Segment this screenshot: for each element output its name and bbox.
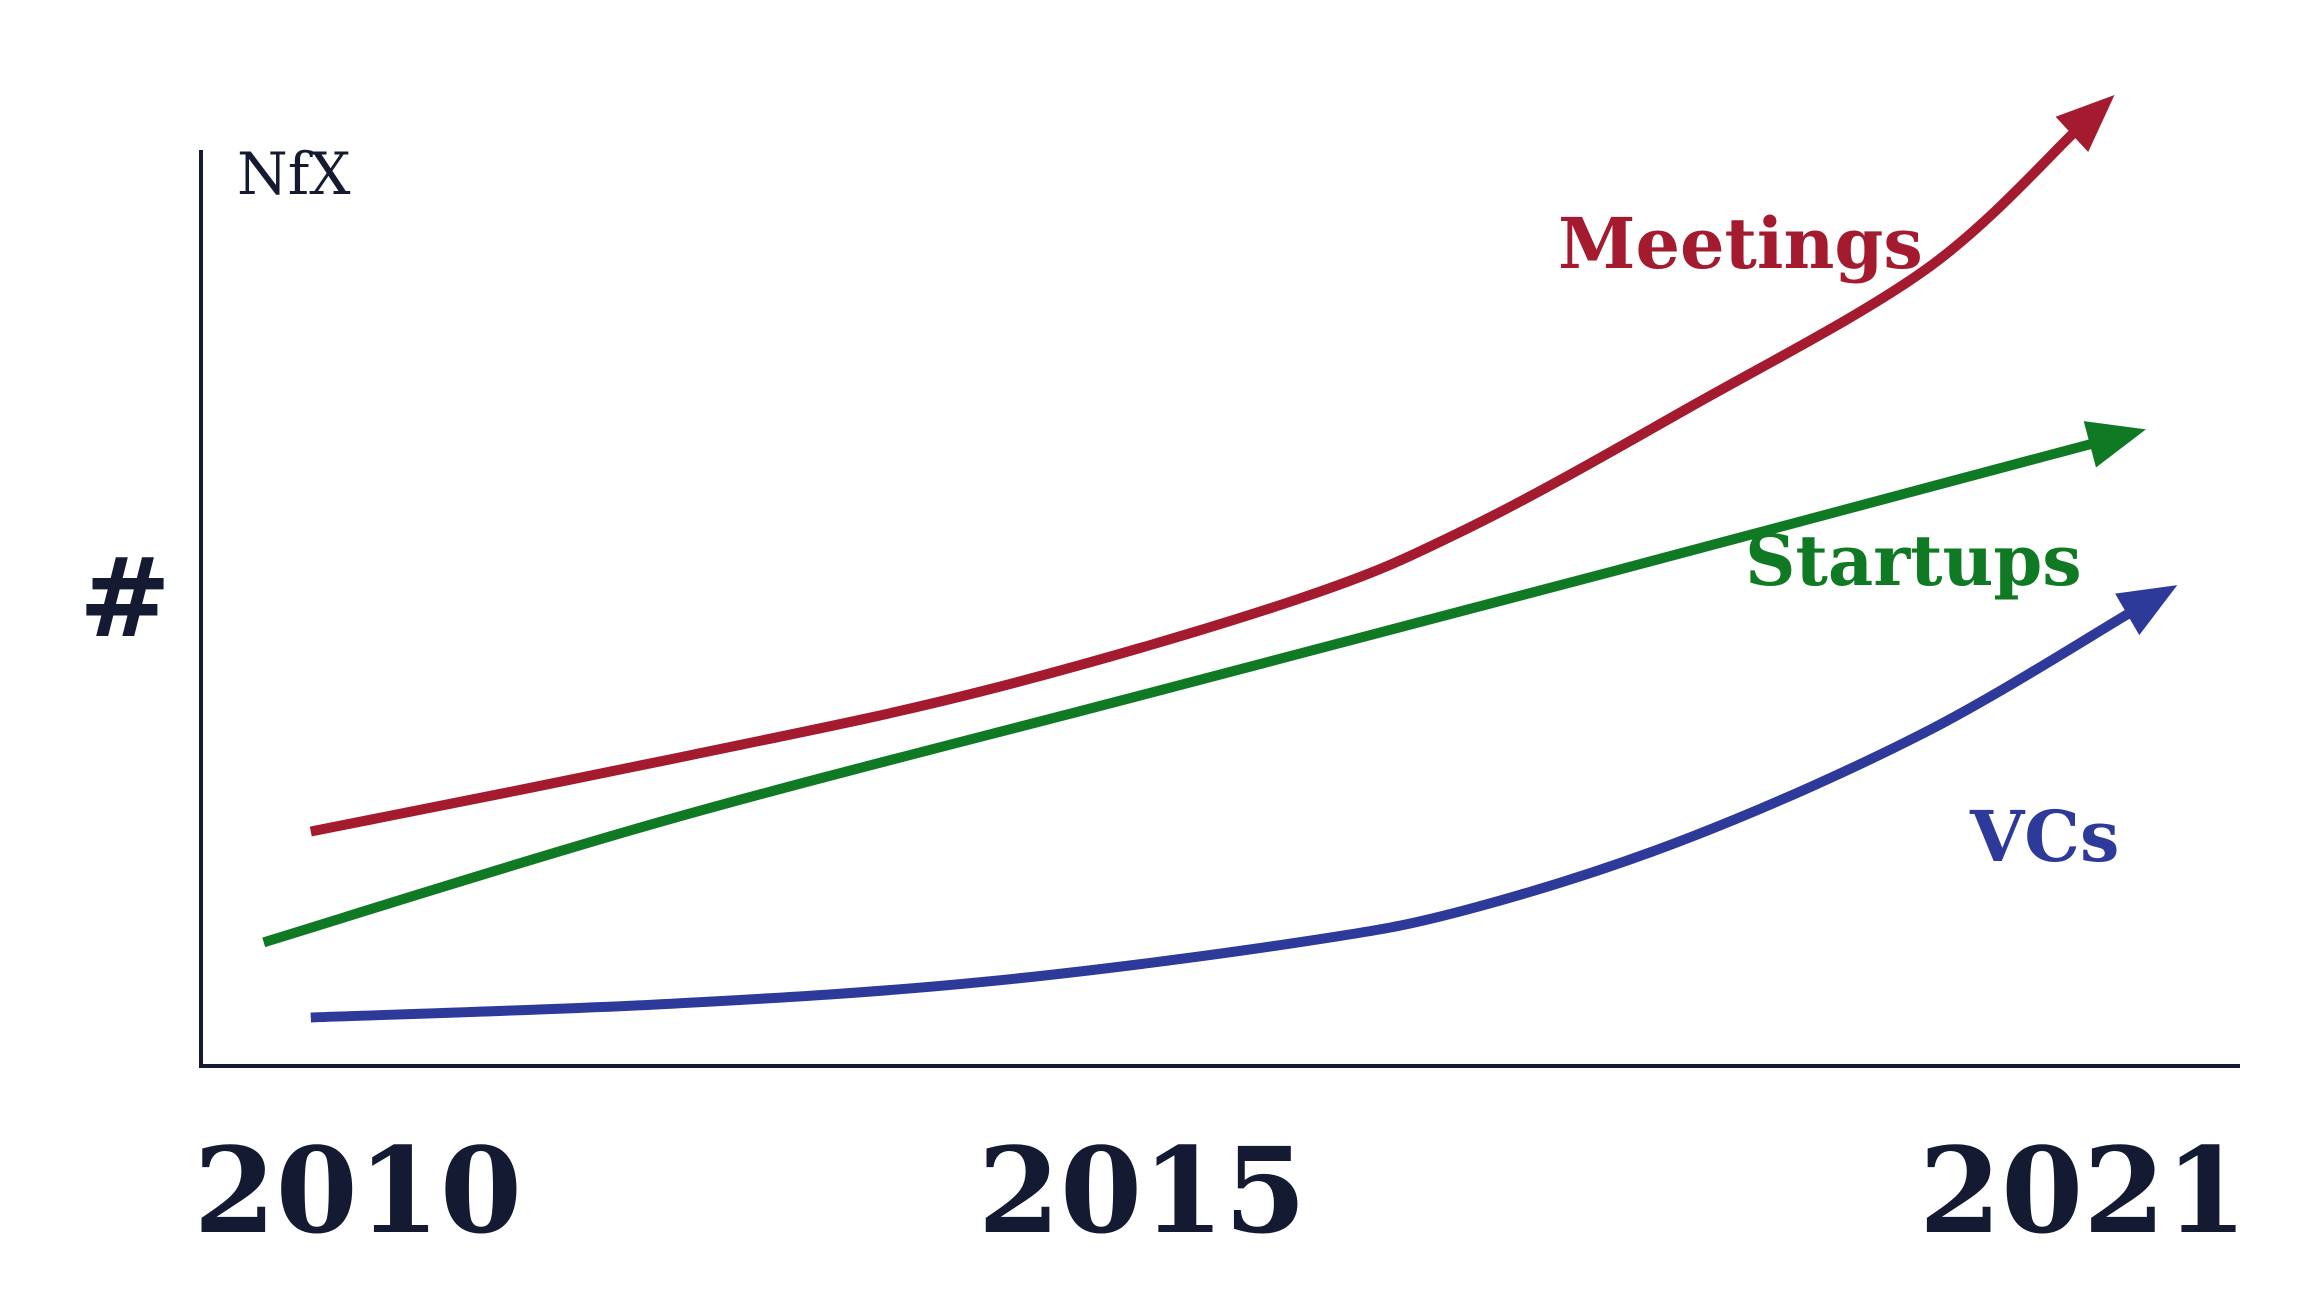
series-label-meetings: Meetings <box>1558 202 1923 285</box>
y-axis-label: # <box>79 533 171 662</box>
axes <box>199 150 2240 1068</box>
series-label-vcs: VCs <box>1969 795 2119 878</box>
series-labels: Meetings Startups VCs <box>1558 202 2119 878</box>
x-tick-labels: 2010 2015 2021 <box>194 1121 2248 1260</box>
arrowhead-vcs <box>2115 585 2178 636</box>
nfx-logo: NfX <box>237 140 351 208</box>
x-tick-label-2010: 2010 <box>194 1121 522 1260</box>
series-line-meetings <box>309 126 2080 837</box>
series-startups <box>262 421 2146 948</box>
arrowhead-startups <box>2083 421 2146 468</box>
series-vcs <box>310 585 2178 1023</box>
x-tick-label-2015: 2015 <box>978 1121 1306 1260</box>
series-meetings <box>309 95 2115 837</box>
x-tick-label-2021: 2021 <box>1919 1121 2247 1260</box>
series-line-startups <box>262 437 2097 948</box>
series-line-vcs <box>310 606 2135 1023</box>
series-label-startups: Startups <box>1745 519 2082 602</box>
arrowhead-meetings <box>2055 95 2115 152</box>
series-layer <box>262 95 2178 1023</box>
